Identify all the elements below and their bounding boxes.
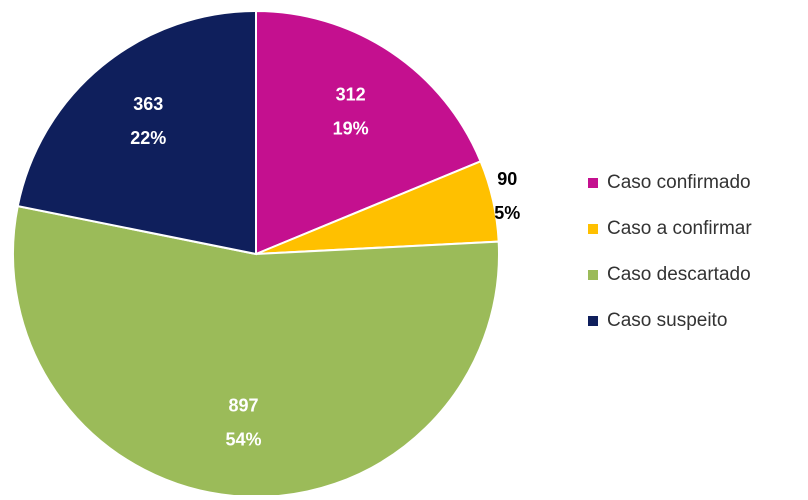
percent-label: 22% bbox=[130, 128, 166, 148]
legend-marker bbox=[588, 270, 598, 280]
percent-label: 19% bbox=[333, 118, 369, 138]
pie-slice bbox=[255, 9, 482, 256]
data-label: 90 bbox=[497, 169, 517, 189]
legend-label: Caso descartado bbox=[607, 264, 751, 285]
percent-label: 54% bbox=[225, 429, 261, 449]
legend-marker bbox=[588, 178, 598, 188]
legend-marker bbox=[588, 224, 598, 234]
data-label: 363 bbox=[133, 94, 163, 114]
percent-label: 5% bbox=[494, 203, 520, 223]
pie-slice bbox=[16, 9, 257, 256]
legend-label: Caso confirmado bbox=[607, 172, 751, 193]
legend-marker bbox=[588, 316, 598, 326]
legend-label: Caso suspeito bbox=[607, 310, 727, 331]
data-label: 897 bbox=[228, 395, 258, 415]
legend-label: Caso a confirmar bbox=[607, 218, 752, 239]
data-label: 312 bbox=[336, 84, 366, 104]
